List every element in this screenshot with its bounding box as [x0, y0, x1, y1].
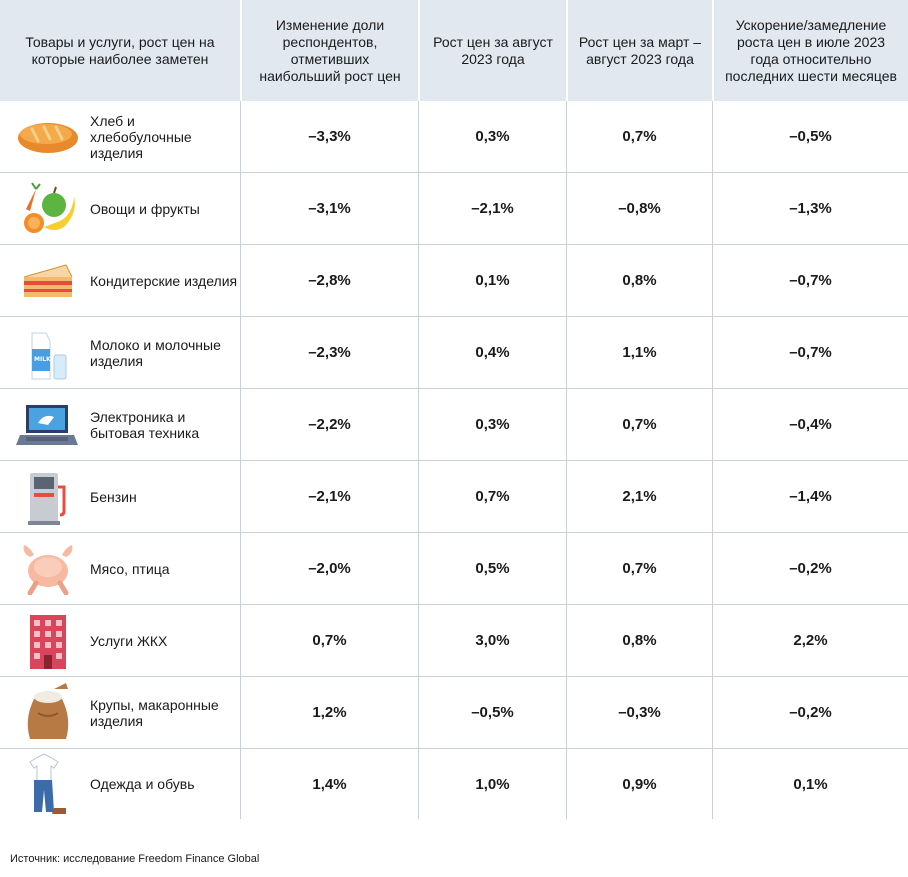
august-growth-value: 1,0% — [418, 749, 566, 819]
fruits-vegetables-icon — [12, 177, 84, 241]
acceleration-value: –0,2% — [712, 677, 908, 748]
table-row: Одежда и обувь 1,4% 1,0% 0,9% 0,1% — [0, 749, 908, 819]
category-label: Хлеб и хлебобулочные изделия — [90, 112, 192, 161]
clothes-icon — [12, 752, 84, 816]
laptop-icon — [12, 393, 84, 457]
bread-icon — [12, 105, 84, 169]
category-label: Одежда и обувь — [90, 776, 195, 792]
acceleration-value: –0,7% — [712, 317, 908, 388]
category-cell: Овощи и фрукты — [0, 173, 240, 244]
table-header: Товары и услуги, рост цен на которые наи… — [0, 0, 908, 101]
category-label: Бензин — [90, 488, 137, 505]
share-change-value: –2,0% — [240, 533, 418, 604]
august-growth-value: 3,0% — [418, 605, 566, 676]
category-cell: Одежда и обувь — [0, 749, 240, 819]
cake-icon — [12, 249, 84, 313]
share-change-value: –3,3% — [240, 101, 418, 172]
table-row: Услуги ЖКХ 0,7% 3,0% 0,8% 2,2% — [0, 605, 908, 677]
category-label: Электроника и бытовая техника — [90, 408, 200, 441]
share-change-value: –2,3% — [240, 317, 418, 388]
chicken-icon — [12, 537, 84, 601]
august-growth-value: 0,4% — [418, 317, 566, 388]
march-august-growth-value: 0,8% — [566, 605, 712, 676]
category-cell: Услуги ЖКХ — [0, 605, 240, 676]
table-row: Хлеб и хлебобулочные изделия –3,3% 0,3% 0,7… — [0, 101, 908, 173]
table-body: Хлеб и хлебобулочные изделия –3,3% 0,3% 0,7… — [0, 101, 908, 819]
category-label: Мясо, птица — [90, 560, 170, 577]
source-note: Источник: исследование Freedom Finance G… — [10, 853, 260, 865]
share-change-value: –2,2% — [240, 389, 418, 460]
august-growth-value: 0,3% — [418, 101, 566, 172]
share-change-value: 1,2% — [240, 677, 418, 748]
table-row: Овощи и фрукты –3,1% –2,1% –0,8% –1,3% — [0, 173, 908, 245]
august-growth-value: 0,5% — [418, 533, 566, 604]
header-march-august-growth: Рост цен за март – август 2023 года — [566, 0, 712, 101]
march-august-growth-value: 0,9% — [566, 749, 712, 819]
acceleration-value: –0,5% — [712, 101, 908, 172]
category-cell: Крупы, макаронные изделия — [0, 677, 240, 748]
category-cell: Кондитерские изделия — [0, 245, 240, 316]
share-change-value: –2,8% — [240, 245, 418, 316]
fuel-pump-icon — [12, 465, 84, 529]
table-row: Бензин –2,1% 0,7% 2,1% –1,4% — [0, 461, 908, 533]
august-growth-value: 0,3% — [418, 389, 566, 460]
acceleration-value: 0,1% — [712, 749, 908, 819]
milk-icon: MILK — [12, 321, 84, 385]
acceleration-value: 2,2% — [712, 605, 908, 676]
building-icon — [12, 609, 84, 673]
march-august-growth-value: 0,8% — [566, 245, 712, 316]
category-cell: Хлеб и хлебобулочные изделия — [0, 101, 240, 172]
header-acceleration: Ускорение/замедление роста цен в июле 20… — [712, 0, 908, 101]
acceleration-value: –0,2% — [712, 533, 908, 604]
price-table: Товары и услуги, рост цен на которые наи… — [0, 0, 908, 819]
share-change-value: 0,7% — [240, 605, 418, 676]
august-growth-value: 0,1% — [418, 245, 566, 316]
category-cell: Бензин — [0, 461, 240, 532]
header-share-change: Изменение доли респондентов, отметивших … — [240, 0, 418, 101]
grain-sack-icon — [12, 681, 84, 745]
header-august-growth: Рост цен за август 2023 года — [418, 0, 566, 101]
share-change-value: –3,1% — [240, 173, 418, 244]
acceleration-value: –0,7% — [712, 245, 908, 316]
share-change-value: 1,4% — [240, 749, 418, 819]
table-row: Мясо, птица –2,0% 0,5% 0,7% –0,2% — [0, 533, 908, 605]
march-august-growth-value: 0,7% — [566, 101, 712, 172]
category-label: Кондитерские изделия — [90, 272, 238, 289]
august-growth-value: 0,7% — [418, 461, 566, 532]
share-change-value: –2,1% — [240, 461, 418, 532]
acceleration-value: –1,3% — [712, 173, 908, 244]
svg-text:MILK: MILK — [34, 356, 51, 363]
acceleration-value: –0,4% — [712, 389, 908, 460]
table-row: Кондитерские изделия –2,8% 0,1% 0,8% –0,7% — [0, 245, 908, 317]
march-august-growth-value: 1,1% — [566, 317, 712, 388]
category-cell: Электроника и бытовая техника — [0, 389, 240, 460]
table-row: Крупы, макаронные изделия 1,2% –0,5% –0,3% –… — [0, 677, 908, 749]
table-row: Электроника и бытовая техника –2,2% 0,3% 0,… — [0, 389, 908, 461]
march-august-growth-value: 2,1% — [566, 461, 712, 532]
category-label: Овощи и фрукты — [90, 200, 200, 217]
march-august-growth-value: –0,8% — [566, 173, 712, 244]
category-label: Услуги ЖКХ — [90, 632, 168, 649]
category-label: Молоко и молочные изделия — [90, 336, 221, 369]
header-category: Товары и услуги, рост цен на которые наи… — [25, 33, 215, 67]
august-growth-value: –2,1% — [418, 173, 566, 244]
category-cell: Мясо, птица — [0, 533, 240, 604]
acceleration-value: –1,4% — [712, 461, 908, 532]
march-august-growth-value: 0,7% — [566, 533, 712, 604]
march-august-growth-value: 0,7% — [566, 389, 712, 460]
table-row: MILK Молоко и молочные изделия –2,3% 0,4% 1,… — [0, 317, 908, 389]
category-cell: MILK Молоко и молочные изделия — [0, 317, 240, 388]
march-august-growth-value: –0,3% — [566, 677, 712, 748]
category-label: Крупы, макаронные изделия — [90, 696, 219, 729]
august-growth-value: –0,5% — [418, 677, 566, 748]
